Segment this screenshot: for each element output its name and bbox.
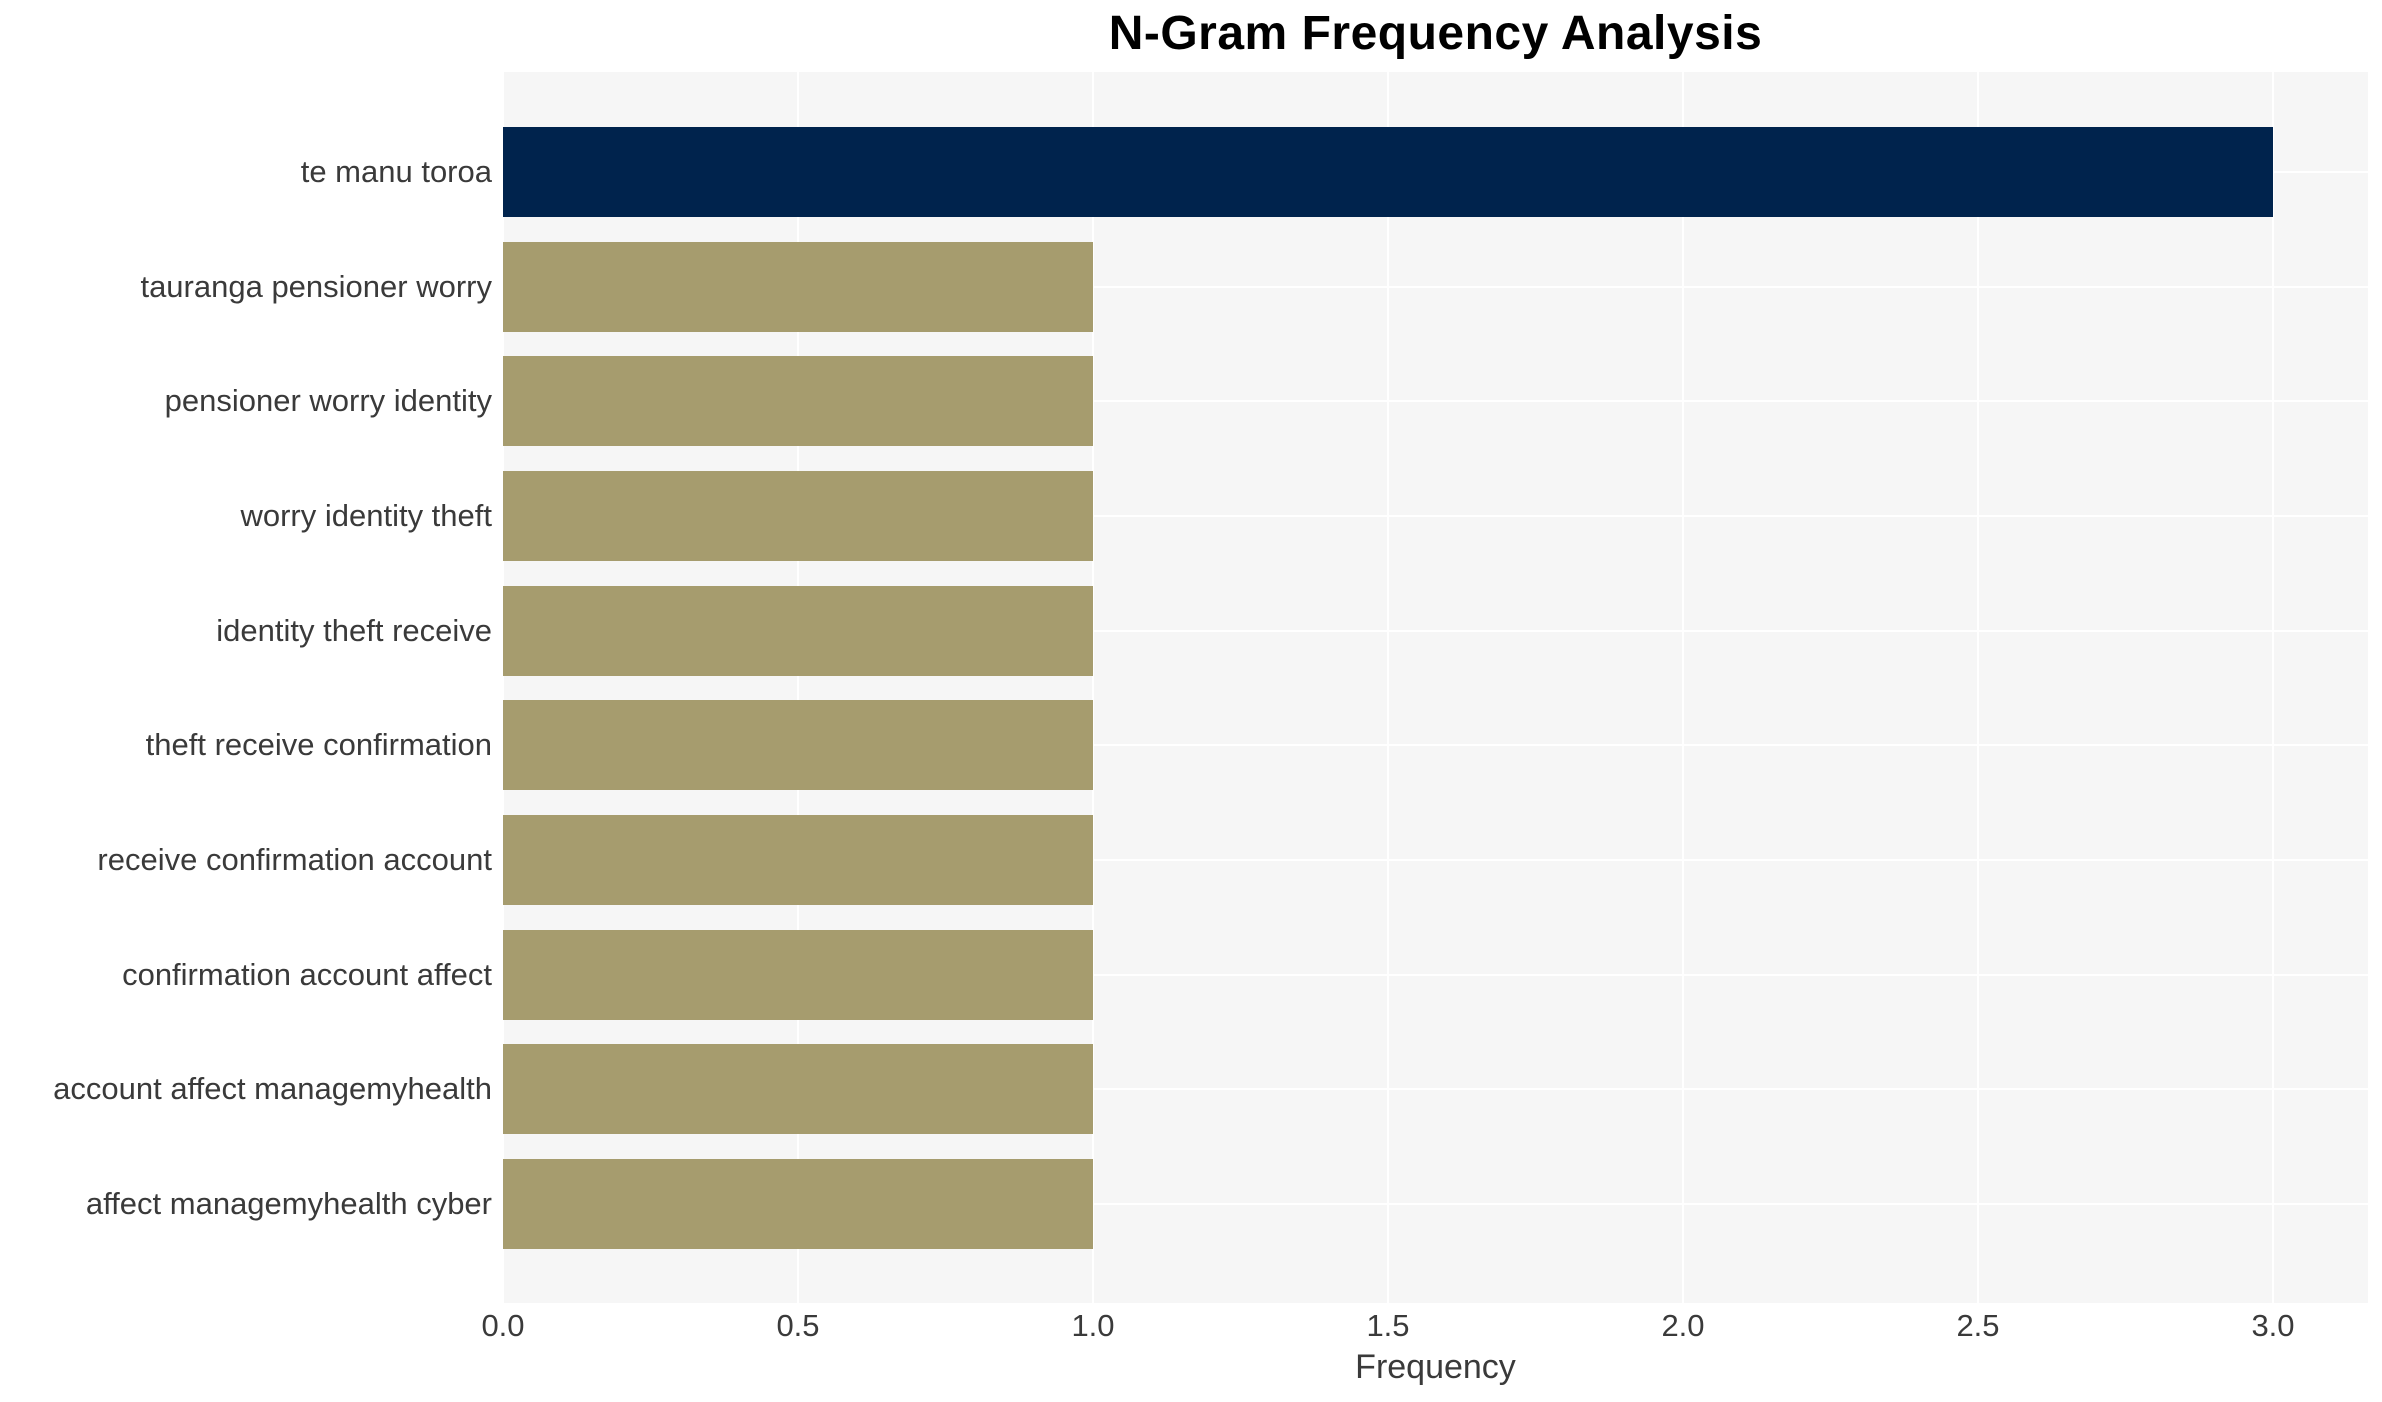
v-gridline <box>1092 72 1094 1303</box>
v-gridline <box>1682 72 1684 1303</box>
h-gridline <box>503 515 2368 517</box>
v-gridline <box>502 72 504 1303</box>
v-gridline <box>1387 72 1389 1303</box>
v-gridline <box>2272 72 2274 1303</box>
bar <box>503 700 1093 790</box>
h-gridline <box>503 400 2368 402</box>
bar <box>503 127 2273 217</box>
x-tick-label: 1.0 <box>1071 1308 1115 1343</box>
y-axis-label: worry identity theft <box>240 498 492 533</box>
plot-area <box>502 72 2368 1303</box>
bar <box>503 586 1093 676</box>
h-gridline <box>503 1088 2368 1090</box>
h-gridline <box>503 286 2368 288</box>
y-axis-label: pensioner worry identity <box>164 383 492 418</box>
bar <box>503 1044 1093 1134</box>
h-gridline <box>503 859 2368 861</box>
x-tick-label: 2.0 <box>1661 1308 1705 1343</box>
y-axis-label: tauranga pensioner worry <box>140 269 492 304</box>
x-tick-label: 3.0 <box>2251 1308 2295 1343</box>
v-gridline <box>1977 72 1979 1303</box>
y-axis-label: theft receive confirmation <box>145 727 492 762</box>
y-axis-label: account affect managemyhealth <box>53 1071 492 1106</box>
y-axis-label: identity theft receive <box>216 613 492 648</box>
bar <box>503 356 1093 446</box>
x-tick-label: 1.5 <box>1366 1308 1410 1343</box>
y-axis-label: receive confirmation account <box>97 842 492 877</box>
h-gridline <box>503 744 2368 746</box>
h-gridline <box>503 1203 2368 1205</box>
x-tick-label: 0.5 <box>776 1308 820 1343</box>
bar <box>503 930 1093 1020</box>
bar <box>503 1159 1093 1249</box>
x-tick-label: 2.5 <box>1956 1308 2000 1343</box>
x-tick-label: 0.0 <box>481 1308 525 1343</box>
x-axis-title: Frequency <box>1355 1348 1516 1386</box>
y-axis-label: confirmation account affect <box>122 957 492 992</box>
chart-title: N-Gram Frequency Analysis <box>1108 7 1763 60</box>
y-axis-label: affect managemyhealth cyber <box>85 1186 492 1221</box>
y-axis-label: te manu toroa <box>300 154 492 189</box>
h-gridline <box>503 974 2368 976</box>
v-gridline <box>797 72 799 1303</box>
bar <box>503 471 1093 561</box>
bar <box>503 815 1093 905</box>
h-gridline <box>503 630 2368 632</box>
bar <box>503 242 1093 332</box>
